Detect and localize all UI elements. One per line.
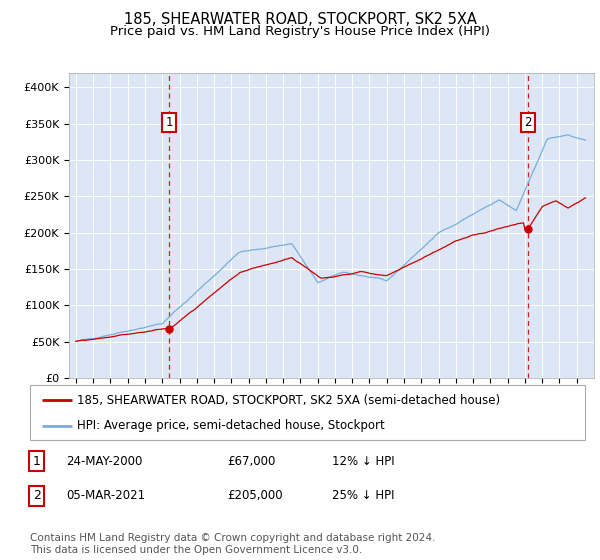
Text: £67,000: £67,000 [227, 455, 275, 468]
Text: 1: 1 [33, 455, 41, 468]
Text: 12% ↓ HPI: 12% ↓ HPI [332, 455, 395, 468]
Text: 24-MAY-2000: 24-MAY-2000 [66, 455, 142, 468]
Text: Price paid vs. HM Land Registry's House Price Index (HPI): Price paid vs. HM Land Registry's House … [110, 25, 490, 38]
Text: 05-MAR-2021: 05-MAR-2021 [66, 489, 145, 502]
Text: 185, SHEARWATER ROAD, STOCKPORT, SK2 5XA: 185, SHEARWATER ROAD, STOCKPORT, SK2 5XA [124, 12, 476, 27]
Text: 2: 2 [33, 489, 41, 502]
Text: HPI: Average price, semi-detached house, Stockport: HPI: Average price, semi-detached house,… [77, 419, 385, 432]
Text: 25% ↓ HPI: 25% ↓ HPI [332, 489, 395, 502]
Text: Contains HM Land Registry data © Crown copyright and database right 2024.
This d: Contains HM Land Registry data © Crown c… [30, 533, 436, 555]
Text: £205,000: £205,000 [227, 489, 283, 502]
Text: 1: 1 [166, 116, 173, 129]
Text: 2: 2 [524, 116, 532, 129]
Text: 185, SHEARWATER ROAD, STOCKPORT, SK2 5XA (semi-detached house): 185, SHEARWATER ROAD, STOCKPORT, SK2 5XA… [77, 394, 500, 407]
